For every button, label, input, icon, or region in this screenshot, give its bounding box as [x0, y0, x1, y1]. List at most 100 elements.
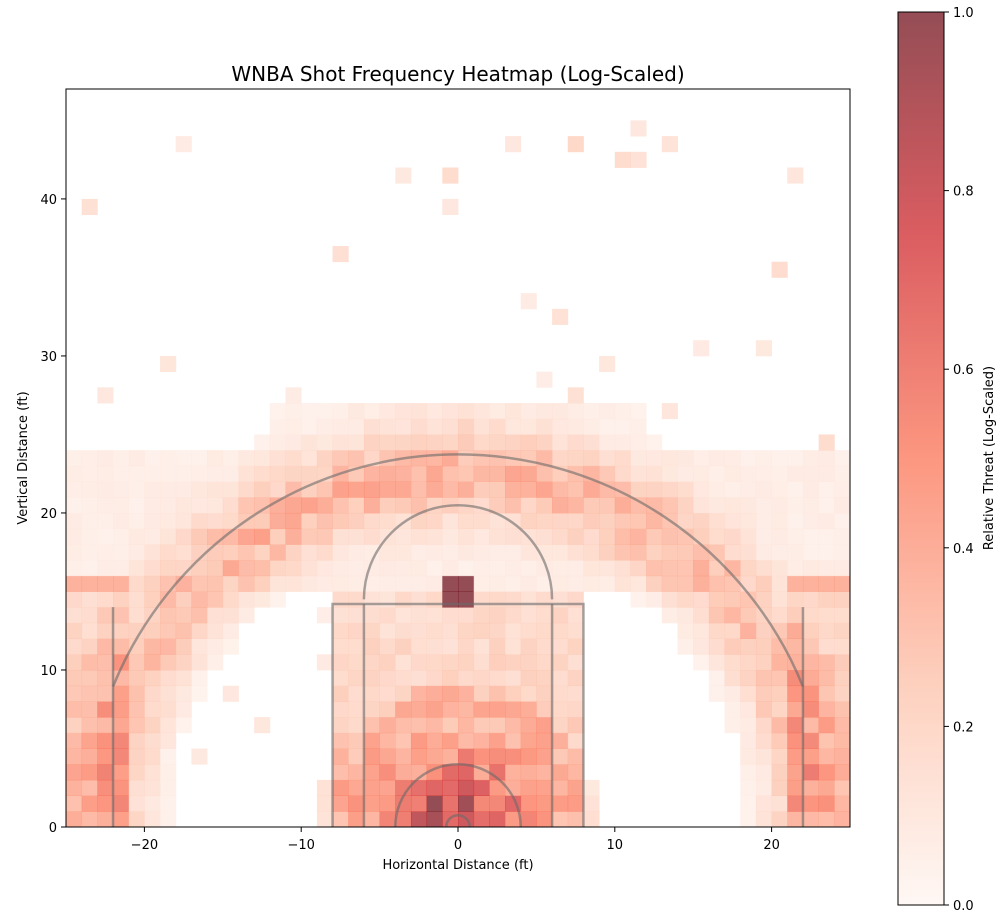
heatmap-cell	[567, 669, 584, 687]
heatmap-cell	[630, 528, 647, 545]
heatmap-cell	[379, 811, 396, 828]
heatmap-cell	[552, 403, 569, 420]
heatmap-cell	[332, 560, 349, 577]
heatmap-cell	[505, 465, 522, 482]
heatmap-cell	[442, 575, 459, 592]
heatmap-cell	[238, 607, 255, 624]
heatmap-cell	[285, 450, 302, 467]
heatmap-cell	[755, 654, 772, 671]
heatmap-cell	[740, 764, 757, 781]
heatmap-cell	[144, 560, 161, 577]
heatmap-cell	[395, 685, 412, 702]
heatmap-cell	[458, 622, 475, 639]
heatmap-cell	[708, 465, 725, 482]
heatmap-cell	[489, 528, 506, 545]
heatmap-cell	[269, 418, 286, 435]
heatmap-cell	[599, 355, 616, 373]
heatmap-cell	[395, 575, 412, 592]
heatmap-cell	[834, 654, 851, 671]
heatmap-cell	[254, 512, 271, 530]
heatmap-cell	[787, 779, 804, 796]
heatmap-cell	[661, 528, 678, 545]
heatmap-cell	[740, 685, 757, 702]
heatmap-cell	[771, 575, 788, 592]
heatmap-cell	[442, 607, 459, 624]
heatmap-cell	[614, 497, 631, 514]
heatmap-cell	[677, 512, 694, 530]
heatmap-cell	[536, 403, 553, 420]
heatmap-cell	[191, 669, 208, 687]
heatmap-cell	[301, 560, 318, 577]
heatmap-cell	[661, 607, 678, 624]
heatmap-cell	[160, 607, 177, 624]
heatmap-cell	[332, 544, 349, 561]
heatmap-cell	[552, 622, 569, 639]
heatmap-cell	[771, 497, 788, 514]
heatmap-cell	[395, 167, 412, 184]
heatmap-cell	[771, 481, 788, 498]
heatmap-cell	[724, 669, 741, 687]
heatmap-cell	[802, 575, 820, 592]
heatmap-cell	[802, 779, 820, 796]
heatmap-cell	[113, 512, 130, 530]
chart-title: WNBA Shot Frequency Heatmap (Log-Scaled)	[231, 62, 684, 86]
heatmap-cell	[426, 638, 443, 655]
heatmap-cell	[771, 512, 788, 530]
heatmap-cell	[113, 622, 130, 639]
heatmap-cell	[442, 528, 459, 545]
colorbar-tick-label: 0.0	[953, 899, 974, 914]
heatmap-cell	[661, 544, 678, 561]
heatmap-cell	[97, 575, 114, 592]
heatmap-cell	[410, 418, 428, 435]
heatmap-cell	[395, 403, 412, 420]
heatmap-cell	[395, 497, 412, 514]
heatmap-cell	[818, 512, 835, 530]
heatmap-cell	[536, 450, 553, 467]
heatmap-cell	[552, 748, 569, 765]
heatmap-cell	[630, 403, 647, 420]
heatmap-cell	[113, 575, 130, 592]
heatmap-cell	[520, 764, 537, 781]
heatmap-cell	[552, 575, 569, 592]
heatmap-cell	[348, 450, 365, 467]
heatmap-cell	[818, 450, 835, 467]
heatmap-cell	[802, 450, 820, 467]
heatmap-cell	[442, 167, 459, 184]
heatmap-cell	[410, 575, 428, 592]
heatmap-cell	[363, 717, 380, 734]
heatmap-cell	[348, 811, 365, 828]
heatmap-cell	[520, 669, 537, 687]
heatmap-cell	[113, 591, 130, 608]
heatmap-cell	[693, 497, 710, 514]
heatmap-cell	[379, 575, 396, 592]
heatmap-cell	[567, 544, 584, 561]
heatmap-cell	[630, 481, 647, 498]
heatmap-cell	[175, 575, 192, 592]
rim	[444, 814, 472, 828]
heatmap-cell	[677, 560, 694, 577]
heatmap-cell	[567, 387, 584, 404]
heatmap-cell	[363, 701, 380, 718]
heatmap-cell	[128, 591, 145, 608]
heatmap-cell	[458, 638, 475, 655]
heatmap-cell	[458, 512, 475, 530]
heatmap-cell	[787, 622, 804, 639]
heatmap-cell	[552, 795, 569, 812]
heatmap-cell	[395, 701, 412, 718]
heatmap-cell	[113, 450, 130, 467]
heatmap-cell	[66, 481, 83, 498]
heatmap-cell	[66, 591, 83, 608]
heatmap-cell	[677, 591, 694, 608]
heatmap-cell	[81, 795, 98, 812]
heatmap-cell	[332, 654, 349, 671]
heatmap-cell	[458, 560, 475, 577]
heatmap-cell	[207, 450, 224, 467]
heatmap-cell	[426, 795, 443, 812]
heatmap-cell	[646, 512, 663, 530]
heatmap-cell	[144, 622, 161, 639]
heatmap-cell	[66, 622, 83, 639]
heatmap-cell	[426, 669, 443, 687]
heatmap-cell	[646, 450, 663, 467]
heatmap-cell	[489, 732, 506, 749]
heatmap-cell	[473, 465, 490, 482]
